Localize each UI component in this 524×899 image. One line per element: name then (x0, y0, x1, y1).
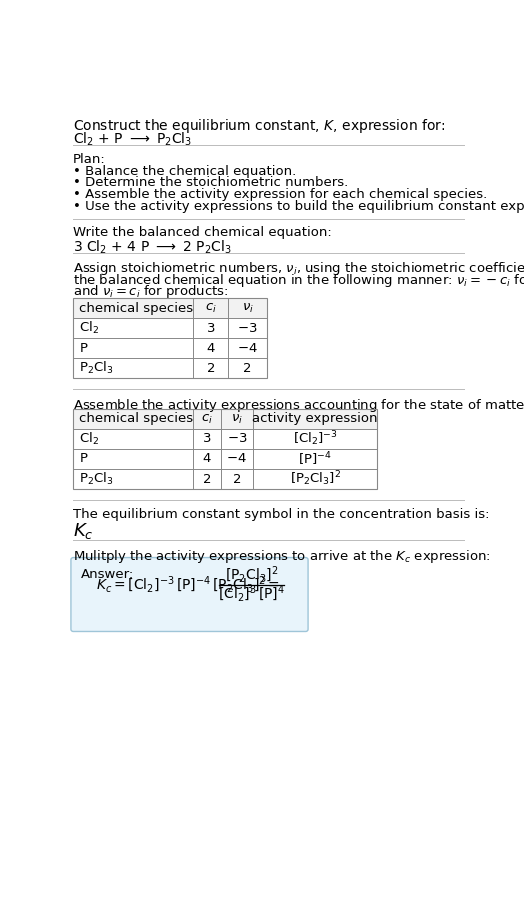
Text: 3: 3 (206, 322, 215, 334)
Text: Assign stoichiometric numbers, $\nu_i$, using the stoichiometric coefficients, $: Assign stoichiometric numbers, $\nu_i$, … (73, 261, 524, 277)
Text: $c_i$: $c_i$ (201, 413, 213, 425)
Text: • Assemble the activity expression for each chemical species.: • Assemble the activity expression for e… (73, 188, 487, 201)
Text: $[\mathrm{P_2Cl_3}]^2$: $[\mathrm{P_2Cl_3}]^2$ (290, 469, 341, 488)
Text: • Use the activity expressions to build the equilibrium constant expression.: • Use the activity expressions to build … (73, 200, 524, 212)
Text: • Balance the chemical equation.: • Balance the chemical equation. (73, 165, 297, 178)
Text: P: P (80, 452, 88, 466)
Text: $c_i$: $c_i$ (205, 301, 217, 315)
Text: chemical species: chemical species (80, 301, 193, 315)
Text: $K_c$: $K_c$ (73, 521, 94, 541)
Text: The equilibrium constant symbol in the concentration basis is:: The equilibrium constant symbol in the c… (73, 508, 490, 521)
Text: $\mathrm{P_2Cl_3}$: $\mathrm{P_2Cl_3}$ (80, 471, 114, 487)
Text: $\nu_i$: $\nu_i$ (242, 301, 254, 315)
Text: and $\nu_i = c_i$ for products:: and $\nu_i = c_i$ for products: (73, 283, 229, 300)
Text: $[\mathrm{P}]^{-4}$: $[\mathrm{P}]^{-4}$ (298, 450, 332, 467)
Text: $-4$: $-4$ (237, 342, 258, 354)
Text: $\mathrm{Cl_2}$: $\mathrm{Cl_2}$ (80, 431, 100, 447)
Text: $[\mathrm{P_2Cl_3}]^2$: $[\mathrm{P_2Cl_3}]^2$ (225, 565, 278, 585)
Text: 4: 4 (203, 452, 211, 466)
Text: Plan:: Plan: (73, 153, 106, 165)
Text: 3: 3 (203, 432, 211, 446)
Text: $-4$: $-4$ (226, 452, 247, 466)
Text: 3 $\mathrm{Cl_2}$ + 4 P $\longrightarrow$ 2 $\mathrm{P_2Cl_3}$: 3 $\mathrm{Cl_2}$ + 4 P $\longrightarrow… (73, 239, 232, 256)
Text: the balanced chemical equation in the following manner: $\nu_i = -c_i$ for react: the balanced chemical equation in the fo… (73, 271, 524, 289)
Bar (73, 298, 267, 318)
Text: activity expression: activity expression (252, 413, 378, 425)
Text: P: P (80, 342, 88, 354)
Text: $\mathrm{P_2Cl_3}$: $\mathrm{P_2Cl_3}$ (80, 360, 114, 376)
Bar (73, 409, 377, 429)
Text: Assemble the activity expressions accounting for the state of matter and $\nu_i$: Assemble the activity expressions accoun… (73, 396, 524, 414)
Text: chemical species: chemical species (80, 413, 193, 425)
Text: Construct the equilibrium constant, $K$, expression for:: Construct the equilibrium constant, $K$,… (73, 117, 446, 135)
Text: $[\mathrm{Cl_2}]^3\,[\mathrm{P}]^4$: $[\mathrm{Cl_2}]^3\,[\mathrm{P}]^4$ (218, 583, 285, 604)
FancyBboxPatch shape (71, 557, 308, 631)
Text: $[\mathrm{Cl_2}]^{-3}$: $[\mathrm{Cl_2}]^{-3}$ (293, 430, 337, 449)
Bar (73, 409, 377, 489)
Text: 2: 2 (203, 473, 211, 485)
Text: Answer:: Answer: (81, 567, 134, 581)
Text: • Determine the stoichiometric numbers.: • Determine the stoichiometric numbers. (73, 176, 348, 190)
Text: $\mathrm{Cl_2}$: $\mathrm{Cl_2}$ (80, 320, 100, 336)
Text: 2: 2 (243, 361, 252, 375)
Text: $-3$: $-3$ (226, 432, 247, 446)
Text: $\mathrm{Cl_2}$ + P $\longrightarrow$ $\mathrm{P_2Cl_3}$: $\mathrm{Cl_2}$ + P $\longrightarrow$ $\… (73, 131, 193, 148)
Bar (73, 298, 267, 378)
Text: 2: 2 (206, 361, 215, 375)
Text: $K_c = [\mathrm{Cl_2}]^{-3}\,[\mathrm{P}]^{-4}\,[\mathrm{P_2Cl_3}]^2 =$: $K_c = [\mathrm{Cl_2}]^{-3}\,[\mathrm{P}… (96, 574, 280, 595)
Text: 2: 2 (233, 473, 241, 485)
Text: $\nu_i$: $\nu_i$ (231, 413, 243, 425)
Text: Write the balanced chemical equation:: Write the balanced chemical equation: (73, 227, 332, 239)
Text: Mulitply the activity expressions to arrive at the $K_c$ expression:: Mulitply the activity expressions to arr… (73, 547, 491, 565)
Text: 4: 4 (206, 342, 215, 354)
Text: $-3$: $-3$ (237, 322, 258, 334)
